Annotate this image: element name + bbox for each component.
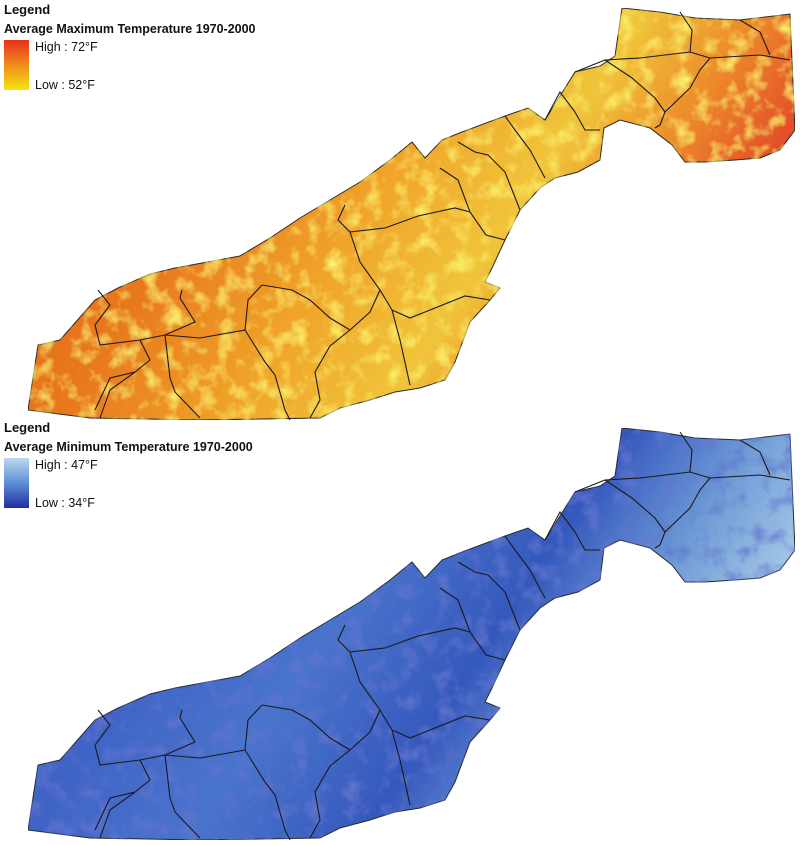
max-county-boundaries [94, 11, 791, 421]
min-region-outline [27, 427, 796, 841]
min-legend-body: High : 47°F Low : 34°F [4, 458, 253, 514]
min-color-ramp [4, 458, 29, 508]
max-low-label: Low : 52°F [35, 78, 95, 92]
min-temperature-map [27, 427, 796, 841]
max-legend-body: High : 72°F Low : 52°F [4, 40, 256, 96]
max-legend-heading: Legend [4, 2, 51, 17]
min-low-label: Low : 34°F [35, 496, 95, 510]
min-legend-title: Average Minimum Temperature 1970-2000 [4, 440, 253, 454]
max-legend-title: Average Maximum Temperature 1970-2000 [4, 22, 256, 36]
min-county-boundaries [94, 431, 791, 841]
min-high-label: High : 47°F [35, 458, 98, 472]
max-region-outline [27, 7, 796, 421]
max-color-ramp [4, 40, 29, 90]
min-temperature-legend: Legend Average Minimum Temperature 1970-… [4, 420, 253, 514]
max-high-label: High : 72°F [35, 40, 98, 54]
min-legend-heading: Legend [4, 420, 51, 435]
max-temperature-legend: Legend Average Maximum Temperature 1970-… [4, 2, 256, 96]
max-temperature-map [27, 7, 796, 421]
